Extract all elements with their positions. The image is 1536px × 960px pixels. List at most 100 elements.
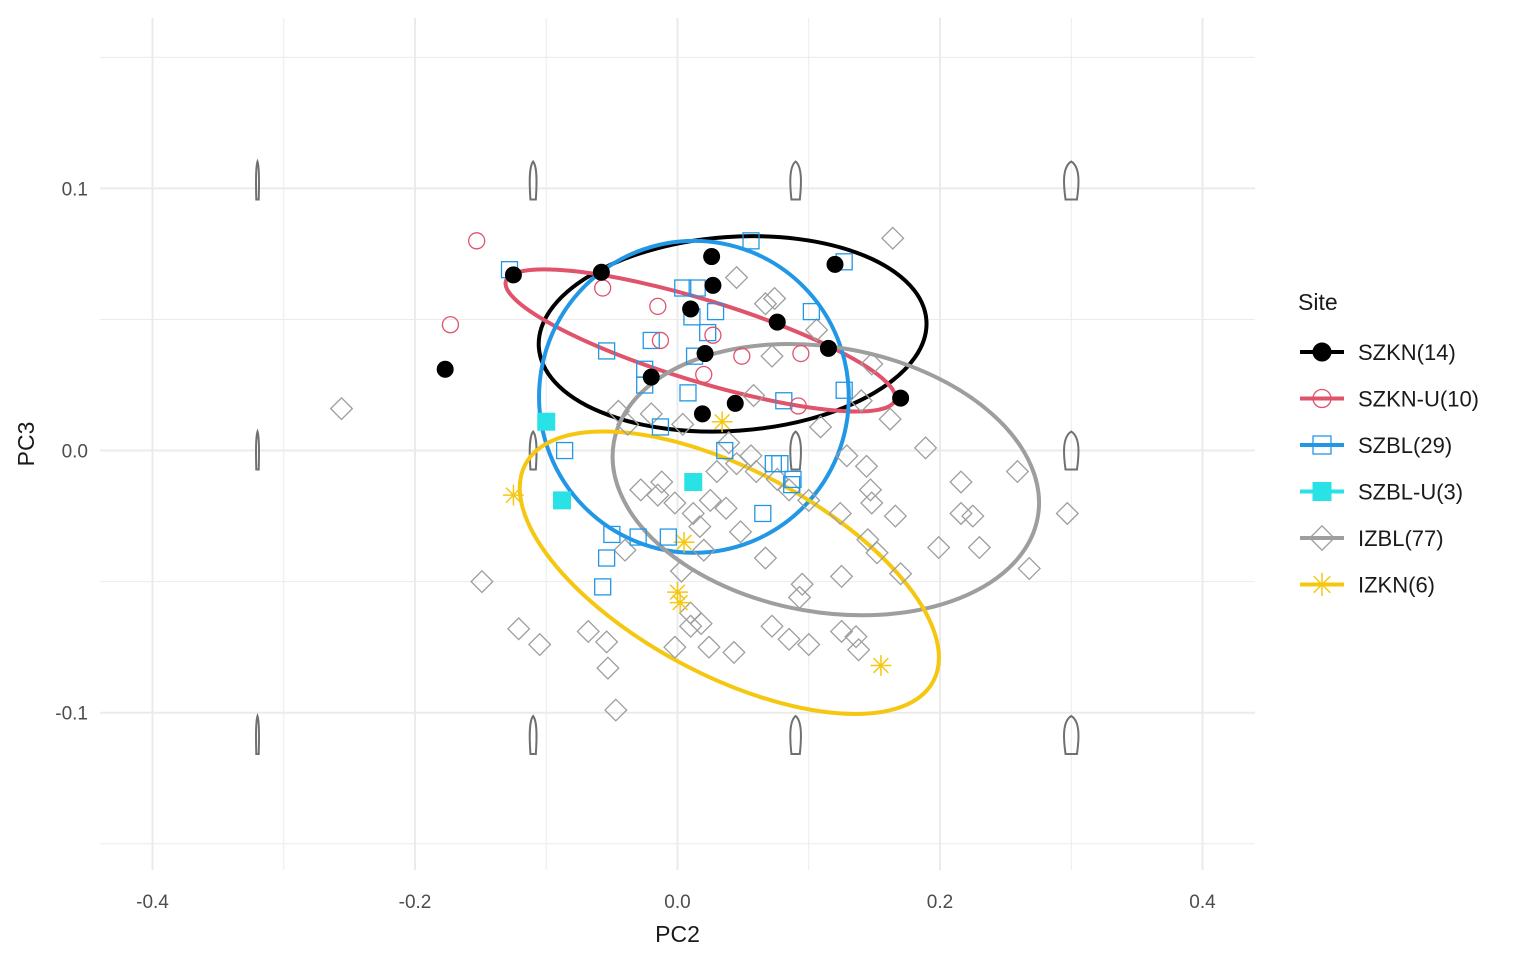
- point-szbl-u: [537, 412, 556, 431]
- outline-shape-glyph: [528, 429, 538, 471]
- point-izbl: [858, 478, 883, 502]
- point-szbl: [783, 475, 801, 494]
- outline-shape-glyph: [789, 714, 802, 755]
- point-izbl: [744, 459, 768, 484]
- point-szkn: [819, 339, 837, 357]
- point-izbl: [329, 396, 354, 421]
- point-szbl: [764, 455, 782, 473]
- point-szkn-u: [733, 347, 751, 365]
- point-izbl: [856, 527, 880, 552]
- point-izbl: [1005, 459, 1030, 484]
- point-izbl: [639, 402, 663, 426]
- legend-key-marker: [1310, 572, 1334, 597]
- outline-shape-glyph: [789, 160, 802, 201]
- point-izbl: [760, 614, 784, 638]
- point-izbl: [705, 459, 729, 484]
- legend-key-marker: [1312, 388, 1332, 409]
- point-izbl: [615, 412, 640, 437]
- point-izbl: [728, 520, 753, 544]
- point-szkn: [703, 248, 721, 266]
- grid-lines: [100, 18, 1255, 870]
- asterisk-stroke: [676, 534, 692, 551]
- point-szkn-u: [649, 297, 667, 316]
- point-izbl: [753, 546, 778, 570]
- outline-shape-glyph: [254, 158, 261, 201]
- legend-title: Site: [1298, 289, 1338, 315]
- point-szbl: [603, 525, 621, 544]
- point-izbl: [797, 632, 821, 657]
- point-izbl: [629, 478, 653, 502]
- point-izbl: [854, 454, 879, 479]
- point-szkn-u: [468, 232, 486, 250]
- outline-shape-glyph: [1063, 430, 1080, 471]
- point-izbl: [846, 638, 871, 662]
- point-szkn: [704, 276, 722, 294]
- asterisk-stroke: [1313, 575, 1331, 594]
- point-izbl: [967, 535, 992, 560]
- point-izbl: [860, 352, 884, 376]
- point-szbl: [651, 418, 670, 436]
- x-tick-label: 0.2: [927, 892, 953, 913]
- point-izbl: [688, 514, 712, 539]
- legend: Site SZKN(14) SZKN-U(10) SZBL(29) SZBL-U(3) I…: [1298, 289, 1479, 598]
- point-szkn: [642, 368, 660, 386]
- point-izbl: [724, 451, 749, 476]
- x-tick-label: 0.4: [1189, 892, 1216, 913]
- point-izbl: [604, 698, 628, 722]
- point-szkn: [682, 300, 700, 318]
- ellipse-szbl: [537, 238, 851, 555]
- point-izbl: [594, 630, 619, 654]
- y-tick-label: -0.1: [55, 704, 88, 725]
- point-izbl: [760, 344, 784, 368]
- point-szbl-u: [553, 491, 571, 510]
- y-axis-title: PC3: [13, 422, 39, 467]
- point-izbl: [926, 535, 951, 560]
- point-szkn-u: [792, 344, 810, 363]
- point-izbl: [646, 483, 670, 507]
- point-izbl: [753, 292, 778, 316]
- asterisk-stroke: [672, 594, 689, 611]
- legend-key-marker: [1312, 342, 1332, 362]
- point-izbl: [828, 501, 852, 526]
- point-izbl: [678, 614, 703, 638]
- point-szbl: [555, 441, 574, 460]
- point-izbl: [722, 640, 746, 665]
- ellipse-szkn: [536, 234, 929, 434]
- point-izbl: [724, 265, 749, 290]
- point-izbl: [888, 562, 913, 586]
- x-tick-label: -0.4: [136, 892, 169, 913]
- legend-key-marker: [1312, 482, 1332, 501]
- point-izbl: [844, 624, 868, 649]
- point-szbl: [597, 549, 616, 567]
- asterisk-stroke: [714, 413, 731, 430]
- point-szbl: [742, 232, 760, 250]
- point-izbl: [576, 619, 600, 644]
- point-izbl: [1017, 556, 1041, 581]
- point-izkn: [669, 592, 691, 614]
- point-izbl: [613, 538, 637, 562]
- point-szkn: [768, 313, 786, 331]
- point-izbl: [650, 470, 674, 494]
- x-tick-label: -0.2: [399, 892, 432, 913]
- legend-item-izbl: IZBL(77): [1300, 524, 1444, 552]
- point-szbl: [659, 528, 677, 546]
- point-izbl: [777, 627, 801, 652]
- outline-shape-glyphs: [254, 158, 1080, 755]
- point-izbl: [678, 601, 703, 625]
- point-izbl: [797, 488, 821, 513]
- legend-label: IZBL(77): [1358, 526, 1444, 551]
- point-izbl: [689, 611, 713, 636]
- point-izbl: [663, 491, 687, 515]
- point-izbl: [663, 635, 687, 659]
- outline-shape-glyph: [254, 428, 261, 471]
- point-szkn: [892, 389, 910, 407]
- data-points: [329, 226, 1080, 722]
- point-izbl: [881, 226, 905, 250]
- point-szbl-u: [684, 473, 703, 492]
- y-tick-label: 0.1: [62, 179, 88, 200]
- legend-label: IZKN(6): [1358, 573, 1435, 598]
- legend-item-szkn: SZKN(14): [1300, 340, 1456, 365]
- x-axis-title: PC2: [655, 921, 700, 947]
- point-szkn-u: [695, 365, 713, 384]
